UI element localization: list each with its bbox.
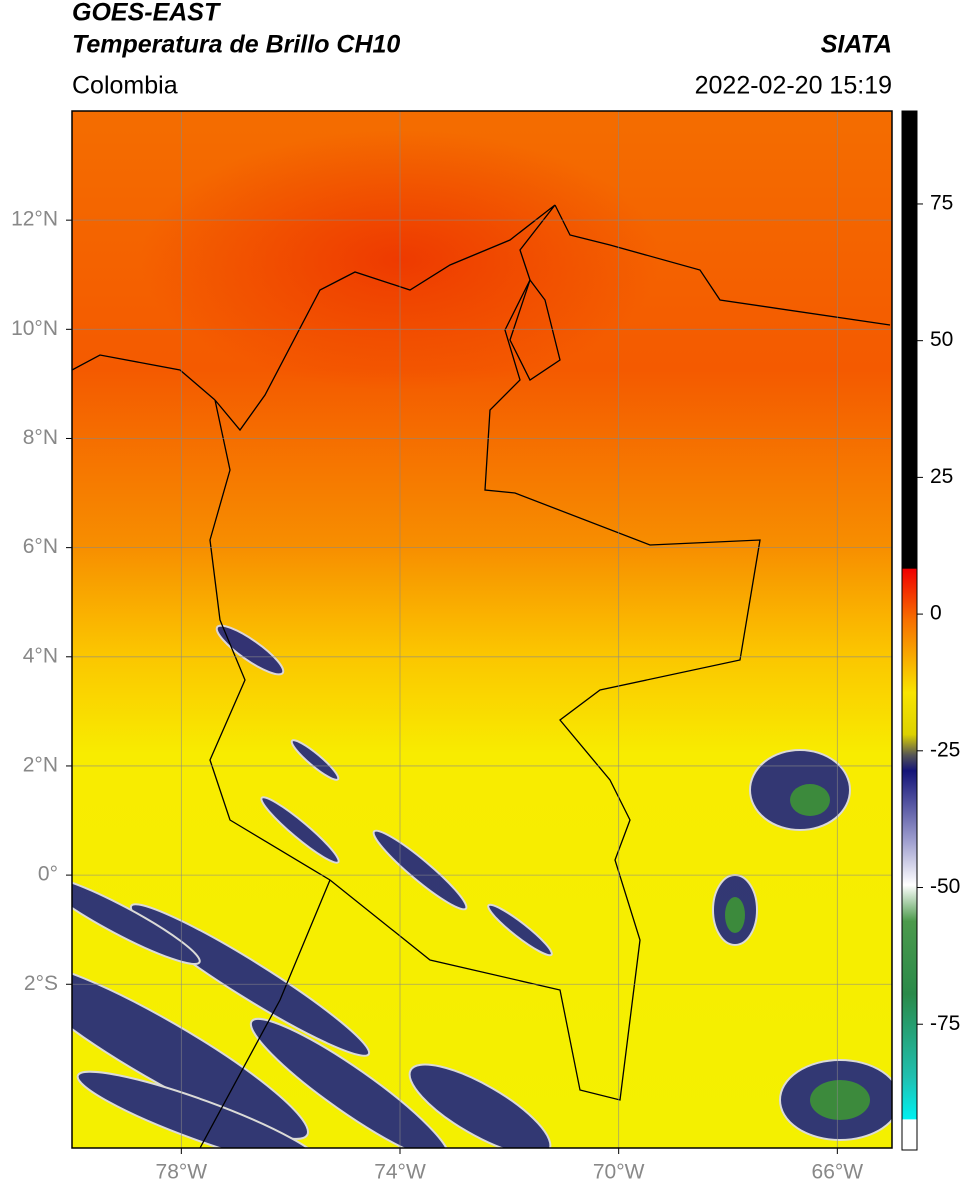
y-tick-label: 4°N xyxy=(23,644,58,667)
y-tick-label: 10°N xyxy=(11,317,58,340)
region: Colombia xyxy=(72,72,178,100)
y-tick-label: 6°N xyxy=(23,535,58,558)
map-frame xyxy=(71,110,893,1149)
x-tick-label: 74°W xyxy=(374,1161,426,1184)
title: GOES-EAST xyxy=(72,0,222,27)
y-tick-label: 2°N xyxy=(23,753,58,776)
colorbar-tick-label: 50 xyxy=(930,328,953,351)
grid xyxy=(72,111,892,1148)
x-tick-label: 78°W xyxy=(156,1161,208,1184)
colorbar-tick-label: -50 xyxy=(930,875,960,898)
map-image xyxy=(72,111,892,1148)
colorbar-tick-label: 0 xyxy=(930,602,942,625)
y-tick-label: 2°S xyxy=(24,972,58,995)
y-tick-label: 8°N xyxy=(23,426,58,449)
colorbar-tick-label: 25 xyxy=(930,465,953,488)
y-tick-label: 12°N xyxy=(11,208,58,231)
subtitle: Temperatura de Brillo CH10 xyxy=(72,31,400,59)
colorbar xyxy=(901,110,918,1151)
y-tick-label: 0° xyxy=(38,863,58,886)
x-tick-label: 70°W xyxy=(593,1161,645,1184)
source: SIATA xyxy=(821,31,892,59)
colorbar-tick-label: 75 xyxy=(930,192,953,215)
colorbar-tick-label: -25 xyxy=(930,738,960,761)
x-tick-label: 66°W xyxy=(812,1161,864,1184)
colorbar-tick-label: -75 xyxy=(930,1012,960,1035)
datetime: 2022-02-20 15:19 xyxy=(695,72,892,100)
